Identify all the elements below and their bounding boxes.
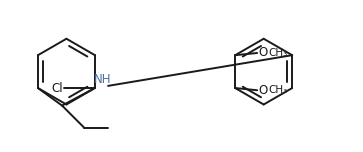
Text: O: O	[258, 84, 268, 97]
Text: CH₃: CH₃	[268, 48, 287, 58]
Text: NH: NH	[94, 73, 111, 86]
Text: O: O	[258, 47, 268, 59]
Text: CH₃: CH₃	[268, 85, 287, 95]
Text: Cl: Cl	[52, 82, 63, 95]
